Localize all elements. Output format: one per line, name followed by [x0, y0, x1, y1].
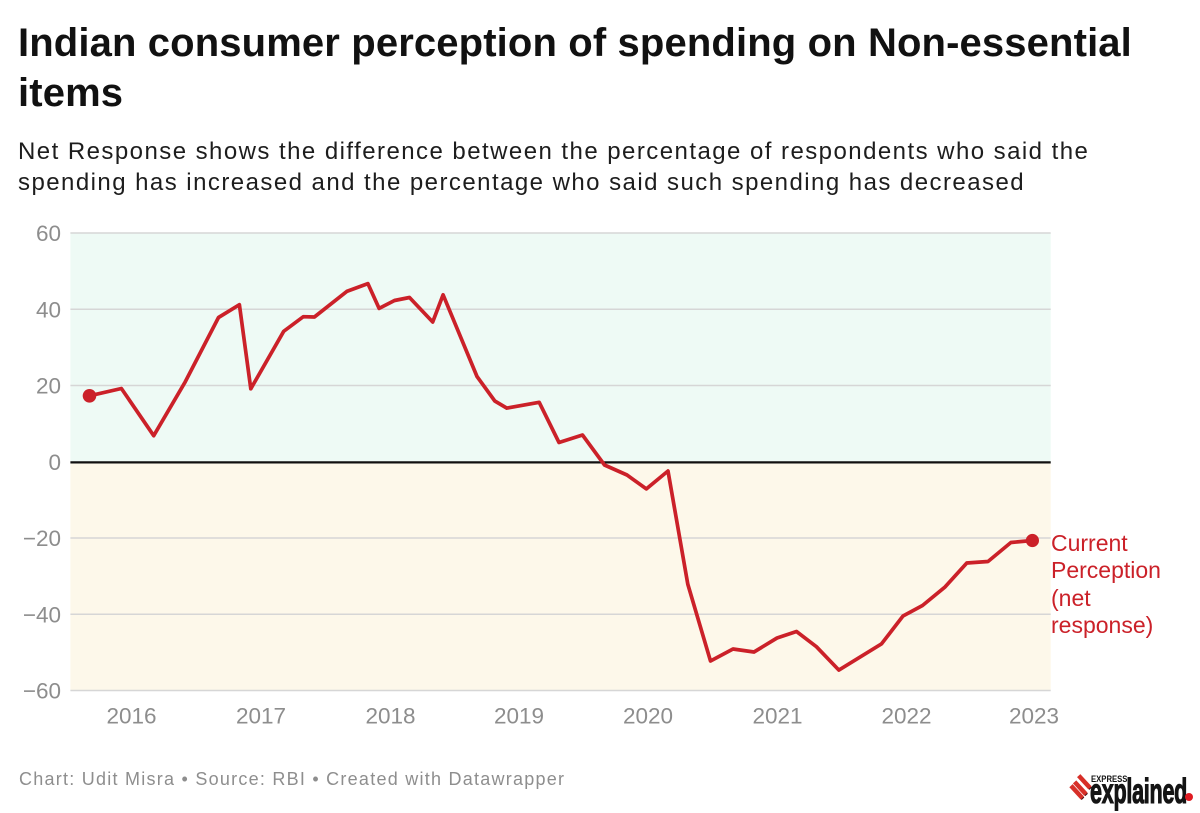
svg-text:20: 20 — [36, 374, 61, 399]
svg-text:0: 0 — [48, 450, 61, 475]
svg-text:40: 40 — [36, 297, 61, 322]
svg-text:2020: 2020 — [623, 703, 673, 728]
svg-text:−20: −20 — [23, 526, 61, 551]
svg-text:2017: 2017 — [236, 703, 286, 728]
svg-text:2021: 2021 — [752, 703, 802, 728]
svg-text:2022: 2022 — [881, 703, 931, 728]
svg-text:−60: −60 — [23, 679, 61, 704]
svg-text:2023: 2023 — [1009, 703, 1059, 728]
svg-text:60: 60 — [36, 221, 61, 246]
svg-text:2019: 2019 — [494, 703, 544, 728]
svg-text:−40: −40 — [23, 602, 61, 627]
svg-text:2018: 2018 — [365, 703, 415, 728]
svg-text:2016: 2016 — [106, 703, 156, 728]
